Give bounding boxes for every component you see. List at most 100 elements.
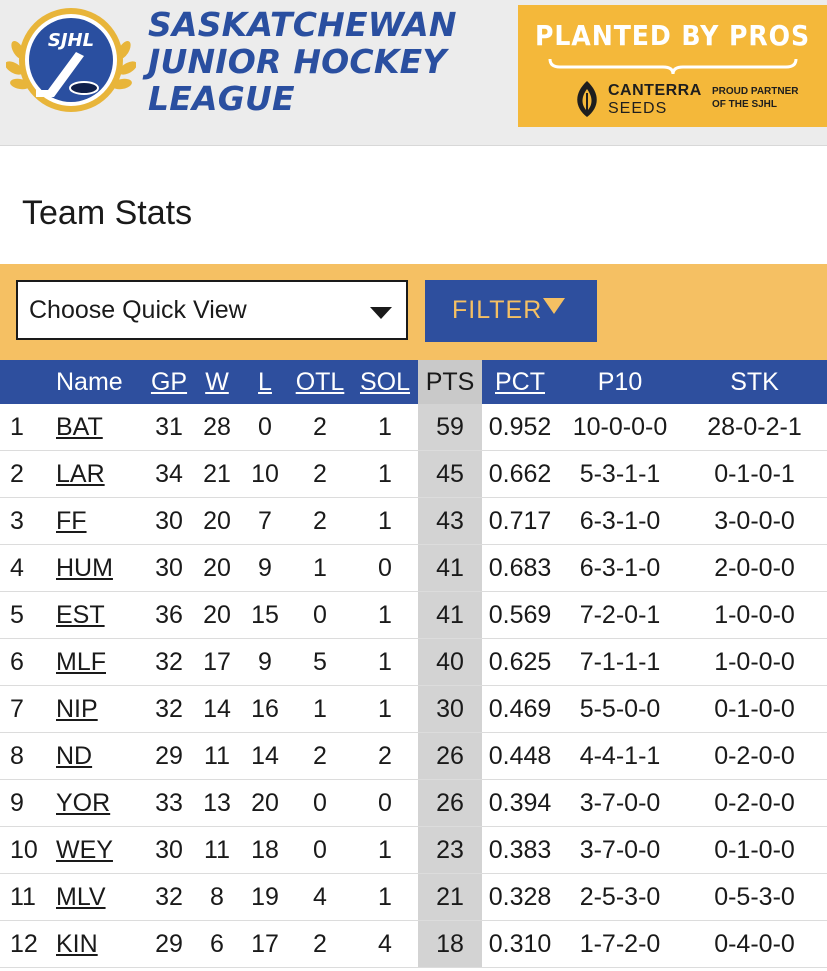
team-link[interactable]: ND (56, 741, 93, 770)
cell-name[interactable]: ND (56, 733, 146, 780)
cell-stk: 0-2-0-0 (714, 741, 795, 770)
col-w-header[interactable]: W (192, 360, 242, 404)
cell-sol: 1 (378, 882, 392, 911)
team-stats-table: Name GP W L OTL SOL PTS PCT P10 STK 1 BAT… (0, 360, 827, 968)
cell-rank: 12 (10, 929, 38, 958)
cell-rank: 1 (10, 412, 24, 441)
filter-bar: Choose Quick View FILTER (0, 264, 827, 360)
col-pct-header[interactable]: PCT (482, 360, 558, 404)
cell-p10: 3-7-0-0 (579, 835, 661, 864)
cell-l: 9 (258, 553, 272, 582)
sponsor-tagline: PLANTED BY PROS (534, 19, 811, 52)
team-link[interactable]: WEY (56, 835, 113, 864)
cell-l: 17 (251, 929, 279, 958)
cell-pts: 41 (418, 544, 482, 592)
cell-pct: 0.683 (488, 553, 552, 582)
sjhl-logo[interactable]: SJHL (4, 2, 138, 118)
team-link[interactable]: NIP (56, 694, 98, 723)
cell-w: 11 (204, 741, 230, 770)
team-link[interactable]: FF (56, 506, 87, 535)
cell-name[interactable]: NIP (56, 686, 146, 733)
cell-name[interactable]: MLV (56, 874, 146, 921)
logo-text: SJHL (48, 30, 94, 51)
table-row: 9 YOR 33 13 20 0 0 26 0.394 3-7-0-0 0-2-0-0 (0, 779, 827, 827)
table-row: 8 ND 29 11 14 2 2 26 0.448 4-4-1-1 0-2-0-0 (0, 732, 827, 780)
table-row: 6 MLF 32 17 9 5 1 40 0.625 7-1-1-1 1-0-0-0 (0, 638, 827, 686)
cell-stk: 3-0-0-0 (714, 506, 795, 535)
cell-w: 17 (203, 647, 231, 676)
team-link[interactable]: MLF (56, 647, 106, 676)
cell-name[interactable]: WEY (56, 827, 146, 874)
cell-name[interactable]: HUM (56, 545, 146, 592)
cell-name[interactable]: EST (56, 592, 146, 639)
cell-pct: 0.717 (488, 506, 552, 535)
cell-sol: 1 (378, 694, 392, 723)
sponsor-banner[interactable]: PLANTED BY PROS CANTERRA SEEDS PROUD PAR… (518, 5, 827, 127)
cell-otl: 2 (313, 412, 327, 441)
cell-pts: 45 (418, 450, 482, 498)
table-row: 4 HUM 30 20 9 1 0 41 0.683 6-3-1-0 2-0-0-0 (0, 544, 827, 592)
cell-name[interactable]: YOR (56, 780, 146, 827)
cell-stk: 0-1-0-0 (714, 835, 795, 864)
cell-name[interactable]: MLF (56, 639, 146, 686)
team-link[interactable]: KIN (56, 929, 98, 958)
cell-otl: 0 (313, 835, 327, 864)
cell-p10: 3-7-0-0 (579, 788, 661, 817)
league-name-line-2: JUNIOR HOCKEY (148, 42, 447, 81)
cell-gp: 30 (155, 553, 183, 582)
team-link[interactable]: BAT (56, 412, 103, 441)
col-l-header[interactable]: L (242, 360, 288, 404)
cell-l: 20 (251, 788, 279, 817)
cell-l: 9 (258, 647, 272, 676)
filter-caret-icon (543, 298, 565, 314)
cell-w: 13 (203, 788, 231, 817)
cell-gp: 32 (155, 694, 183, 723)
table-row: 3 FF 30 20 7 2 1 43 0.717 6-3-1-0 3-0-0-0 (0, 497, 827, 545)
cell-rank: 4 (10, 553, 24, 582)
cell-p10: 6-3-1-0 (579, 506, 661, 535)
cell-otl: 2 (313, 459, 327, 488)
sponsor-brand-sub: SEEDS (608, 100, 668, 117)
table-row: 12 KIN 29 6 17 2 4 18 0.310 1-7-2-0 0-4-0-0 (0, 920, 827, 968)
quick-view-select[interactable]: Choose Quick View (16, 280, 408, 340)
team-link[interactable]: HUM (56, 553, 113, 582)
cell-pct: 0.952 (488, 412, 552, 441)
cell-pct: 0.394 (488, 788, 552, 817)
cell-name[interactable]: BAT (56, 404, 146, 451)
team-link[interactable]: EST (56, 600, 105, 629)
cell-otl: 1 (313, 553, 327, 582)
cell-name[interactable]: LAR (56, 451, 146, 498)
quick-view-select-value: Choose Quick View (29, 296, 247, 324)
cell-pct: 0.569 (488, 600, 552, 629)
col-otl-header[interactable]: OTL (288, 360, 352, 404)
team-link[interactable]: YOR (56, 788, 111, 817)
col-sol-header[interactable]: SOL (352, 360, 418, 404)
league-name: SASKATCHEWAN JUNIOR HOCKEY LEAGUE (148, 6, 457, 117)
col-gp-header[interactable]: GP (146, 360, 192, 404)
dropdown-arrow-icon (370, 307, 392, 319)
cell-otl: 2 (313, 741, 327, 770)
filter-button[interactable]: FILTER (425, 280, 597, 342)
cell-pct: 0.625 (488, 647, 552, 676)
cell-p10: 4-4-1-1 (579, 741, 661, 770)
cell-gp: 29 (155, 741, 183, 770)
cell-name[interactable]: KIN (56, 921, 146, 968)
cell-rank: 5 (10, 600, 24, 629)
team-link[interactable]: MLV (56, 882, 106, 911)
cell-pct: 0.328 (488, 882, 552, 911)
col-stk-header: STK (682, 360, 827, 404)
col-name-header: Name (56, 360, 146, 404)
cell-stk: 0-1-0-0 (714, 694, 795, 723)
cell-p10: 7-1-1-1 (579, 647, 661, 676)
cell-name[interactable]: FF (56, 498, 146, 545)
col-pts-header[interactable]: PTS (418, 360, 482, 404)
cell-w: 28 (203, 412, 231, 441)
table-row: 7 NIP 32 14 16 1 1 30 0.469 5-5-0-0 0-1-0-0 (0, 685, 827, 733)
cell-sol: 2 (378, 741, 392, 770)
cell-w: 11 (204, 835, 230, 864)
table-row: 11 MLV 32 8 19 4 1 21 0.328 2-5-3-0 0-5-3-0 (0, 873, 827, 921)
cell-l: 0 (258, 412, 272, 441)
table-header-row: Name GP W L OTL SOL PTS PCT P10 STK (0, 360, 827, 404)
team-link[interactable]: LAR (56, 459, 105, 488)
cell-otl: 0 (313, 600, 327, 629)
